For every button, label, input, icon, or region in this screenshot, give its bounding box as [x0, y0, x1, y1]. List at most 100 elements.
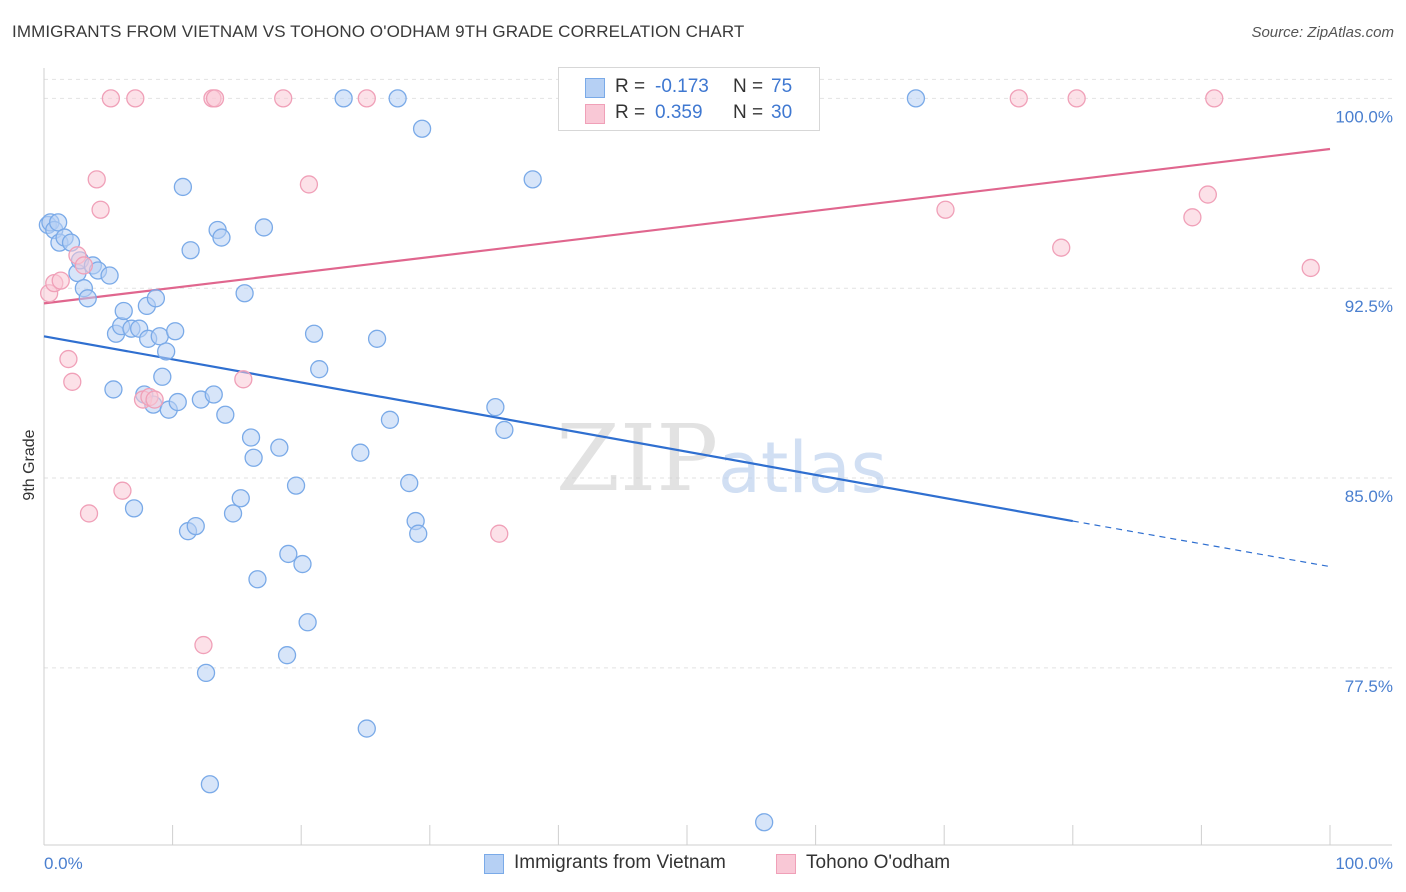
data-point — [1301, 258, 1320, 278]
data-point — [196, 663, 216, 683]
x-tick-labels: 0.0% 100.0% — [44, 854, 1393, 873]
data-point — [486, 397, 505, 417]
legend-n-value: 30 — [771, 102, 793, 123]
legend-r-label: R = — [615, 76, 646, 97]
data-point — [241, 428, 261, 447]
data-point — [101, 89, 121, 108]
legend-n-label: N = — [733, 76, 764, 97]
data-point — [173, 177, 193, 197]
data-point — [63, 372, 82, 391]
data-point — [100, 266, 119, 285]
data-point — [299, 175, 319, 194]
x-tick-label-0: 0.0% — [44, 854, 83, 873]
data-point — [367, 329, 387, 348]
data-point — [357, 89, 376, 108]
data-point — [114, 301, 133, 321]
data-points — [38, 89, 1320, 832]
data-point — [113, 481, 132, 500]
legend-r-value: -0.173 — [655, 76, 709, 97]
data-point — [277, 646, 297, 665]
y-axis-label: 9th Grade — [21, 429, 38, 500]
data-point — [1067, 89, 1086, 108]
data-point — [412, 119, 432, 138]
y-tick-label-0: 77.5% — [1345, 677, 1393, 696]
trend-line-0 — [43, 335, 1073, 523]
data-point — [104, 380, 123, 399]
data-point — [91, 200, 110, 219]
data-point — [270, 438, 289, 457]
data-point — [168, 392, 187, 412]
data-point — [244, 448, 263, 467]
data-point — [906, 89, 926, 108]
trend-lines — [43, 147, 1331, 568]
trend-line-1 — [43, 147, 1331, 305]
stats-legend: R = -0.173 N = 75 R = 0.359 N = 30 — [558, 67, 820, 131]
data-point — [181, 241, 200, 260]
data-point — [79, 504, 99, 523]
watermark-atlas: atlas — [718, 427, 887, 509]
legend-swatch-tohono — [585, 104, 605, 124]
data-point — [334, 89, 353, 108]
data-point — [59, 349, 78, 369]
data-point — [286, 476, 306, 495]
data-point — [495, 420, 514, 440]
data-point — [304, 324, 324, 343]
data-point — [755, 813, 774, 832]
data-point — [126, 89, 145, 108]
data-point — [48, 213, 68, 232]
data-point — [1205, 89, 1224, 108]
data-point — [293, 554, 312, 574]
data-point — [235, 284, 254, 303]
data-point — [205, 89, 225, 108]
data-point — [248, 570, 267, 589]
legend-swatch-vietnam — [585, 78, 605, 98]
data-point — [216, 405, 235, 424]
trend-line-extension-0 — [1072, 520, 1331, 568]
data-point — [223, 504, 243, 523]
data-point — [231, 489, 250, 508]
series-legend-label: Tohono O'odham — [806, 852, 951, 873]
data-point — [212, 228, 231, 247]
data-point — [357, 719, 376, 738]
legend-r-label: R = — [615, 102, 646, 123]
series-swatch-tohono — [776, 854, 796, 874]
data-point — [166, 322, 185, 341]
data-point — [936, 200, 955, 219]
series-legend-label: Immigrants from Vietnam — [514, 852, 726, 873]
data-point — [153, 367, 172, 386]
data-point — [1009, 89, 1028, 108]
data-point — [146, 289, 166, 308]
watermark-zip: ZIP — [556, 405, 718, 512]
source-credit: Source: ZipAtlas.com — [1251, 24, 1394, 41]
data-point — [204, 385, 223, 404]
data-point — [1052, 238, 1071, 257]
data-point — [279, 544, 298, 564]
data-point — [124, 499, 144, 518]
series-legend: Immigrants from Vietnam Tohono O'odham — [0, 852, 1406, 878]
series-swatch-vietnam — [484, 854, 504, 874]
data-point — [310, 360, 329, 379]
axes — [43, 68, 1392, 846]
data-point — [74, 256, 94, 275]
data-point — [78, 289, 97, 308]
y-tick-label-3: 100.0% — [1335, 107, 1393, 126]
data-point — [234, 370, 253, 389]
data-point — [351, 443, 370, 462]
data-point — [523, 170, 542, 189]
y-tick-label-1: 85.0% — [1345, 487, 1393, 506]
chart-title: IMMIGRANTS FROM VIETNAM VS TOHONO O'ODHA… — [12, 22, 745, 41]
series-1 — [39, 89, 1320, 655]
data-point — [150, 327, 169, 346]
data-point — [87, 170, 106, 189]
data-point — [200, 775, 220, 794]
data-point — [51, 271, 70, 290]
legend-n-label: N = — [733, 102, 764, 123]
data-point — [409, 524, 428, 543]
data-point — [490, 524, 509, 543]
data-point — [274, 89, 293, 108]
data-point — [145, 390, 164, 409]
data-point — [157, 342, 176, 361]
data-point — [1183, 208, 1202, 227]
data-point — [400, 473, 419, 493]
